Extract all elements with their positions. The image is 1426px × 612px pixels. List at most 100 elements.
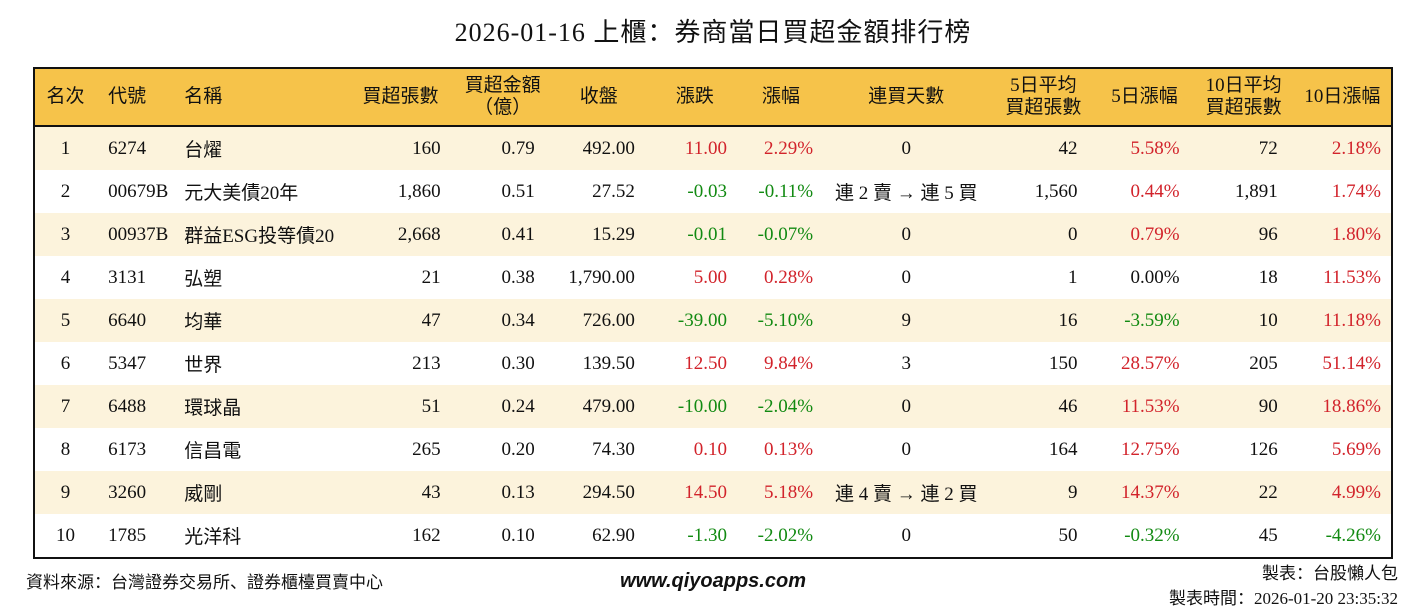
cell-r1-c1: 6274 [96, 126, 177, 170]
cell-r9-c9: 9 [991, 471, 1096, 514]
table-header: 名次 代號 名稱 買超張數 買超金額 （億） 收盤 漲跌 漲幅 連買天數 5日平均 買超張數 5日漲… [34, 68, 1392, 127]
cell-r5-c12: 11.18% [1293, 299, 1392, 342]
cell-r3-c8: 0 [821, 213, 992, 256]
cell-r2-c12: 1.74% [1293, 170, 1392, 213]
generated-time-note: 製表時間：2026-01-20 23:35:32 [1168, 588, 1398, 608]
cell-r7-c7: -2.04% [740, 385, 822, 428]
cell-r6-c1: 5347 [96, 342, 177, 385]
credit-block: 製表：台股懶人包 製表時間：2026-01-20 23:35:32 [1169, 562, 1398, 611]
cell-r8-c6: 0.10 [648, 428, 741, 471]
cell-r4-c11: 18 [1193, 256, 1294, 299]
cell-r1-c12: 2.18% [1293, 126, 1392, 170]
cell-r1-c0: 1 [34, 126, 97, 170]
cell-r9-c6: 14.50 [648, 471, 741, 514]
cell-r9-c5: 294.50 [548, 471, 649, 514]
cell-r6-c7: 9.84% [740, 342, 822, 385]
cell-r4-c5: 1,790.00 [548, 256, 649, 299]
cell-r4-c8: 0 [821, 256, 992, 299]
cell-r10-c7: -2.02% [740, 514, 822, 558]
cell-r9-c3: 43 [344, 471, 457, 514]
table-row-8: 8 6173 信昌電 265 0.20 74.30 0.10 0.13% 0 164 12.75% 1… [34, 428, 1392, 471]
cell-r4-c10: 0.00% [1095, 256, 1194, 299]
cell-r2-c0: 2 [34, 170, 97, 213]
cell-r7-c5: 479.00 [548, 385, 649, 428]
cell-r1-c11: 72 [1193, 126, 1294, 170]
cell-r3-c0: 3 [34, 213, 97, 256]
cell-r2-c8: 連 2 賣 → 連 5 買 [821, 170, 992, 213]
cell-r10-c8: 0 [821, 514, 992, 558]
cell-r3-c11: 96 [1193, 213, 1294, 256]
cell-r5-c0: 5 [34, 299, 97, 342]
cell-r3-c10: 0.79% [1095, 213, 1194, 256]
table-row-7: 7 6488 環球晶 51 0.24 479.00 -10.00 -2.04% 0 46 11.53… [34, 385, 1392, 428]
cell-r6-c4: 0.30 [456, 342, 549, 385]
cell-r6-c0: 6 [34, 342, 97, 385]
cell-r9-c10: 14.37% [1095, 471, 1194, 514]
cell-r8-c2: 信昌電 [176, 428, 345, 471]
cell-r8-c10: 12.75% [1095, 428, 1194, 471]
cell-r2-c10: 0.44% [1095, 170, 1194, 213]
cell-r2-c6: -0.03 [648, 170, 741, 213]
cell-r9-c12: 4.99% [1293, 471, 1392, 514]
cell-r3-c12: 1.80% [1293, 213, 1392, 256]
cell-r3-c1: 00937B [96, 213, 177, 256]
cell-r1-c2: 台燿 [176, 126, 345, 170]
cell-r2-c9: 1,560 [991, 170, 1096, 213]
cell-r2-c7: -0.11% [740, 170, 822, 213]
cell-r9-c2: 威剛 [176, 471, 345, 514]
table-row-10: 10 1785 光洋科 162 0.10 62.90 -1.30 -2.02% 0 50 -0.32… [34, 514, 1392, 558]
cell-r8-c8: 0 [821, 428, 992, 471]
column-header-7: 漲幅 [740, 68, 822, 127]
cell-r7-c10: 11.53% [1095, 385, 1194, 428]
cell-r5-c1: 6640 [96, 299, 177, 342]
table-row-3: 3 00937B 群益ESG投等債20 2,668 0.41 15.29 -0.01 -0.0… [34, 213, 1392, 256]
table-row-4: 4 3131 弘塑 21 0.38 1,790.00 5.00 0.28% 0 1 0.00% 18 1… [34, 256, 1392, 299]
table-row-9: 9 3260 威剛 43 0.13 294.50 14.50 5.18% 連 4 賣 → 連 2… [34, 471, 1392, 514]
footer: 資料來源：台灣證券交易所、證券櫃檯買賣中心 www.qiyoapps.com 製… [0, 564, 1426, 612]
table-row-6: 6 5347 世界 213 0.30 139.50 12.50 9.84% 3 150 28.57%… [34, 342, 1392, 385]
cell-r7-c9: 46 [991, 385, 1096, 428]
cell-r4-c4: 0.38 [456, 256, 549, 299]
cell-r6-c9: 150 [991, 342, 1096, 385]
column-header-8: 連買天數 [821, 68, 992, 127]
cell-r6-c11: 205 [1193, 342, 1294, 385]
cell-r5-c3: 47 [344, 299, 457, 342]
cell-r3-c9: 0 [991, 213, 1096, 256]
table-body: 1 6274 台燿 160 0.79 492.00 11.00 2.29% 0 42 5.58% 72… [34, 126, 1392, 558]
cell-r9-c11: 22 [1193, 471, 1294, 514]
cell-r7-c8: 0 [821, 385, 992, 428]
cell-r4-c2: 弘塑 [176, 256, 345, 299]
data-source-note: 資料來源：台灣證券交易所、證券櫃檯買賣中心 [26, 573, 383, 592]
cell-r5-c9: 16 [991, 299, 1096, 342]
cell-r5-c8: 9 [821, 299, 992, 342]
cell-r4-c1: 3131 [96, 256, 177, 299]
cell-r2-c5: 27.52 [548, 170, 649, 213]
cell-r1-c10: 5.58% [1095, 126, 1194, 170]
cell-r8-c0: 8 [34, 428, 97, 471]
cell-r10-c6: -1.30 [648, 514, 741, 558]
cell-r10-c12: -4.26% [1293, 514, 1392, 558]
cell-r6-c8: 3 [821, 342, 992, 385]
cell-r3-c3: 2,668 [344, 213, 457, 256]
cell-r6-c5: 139.50 [548, 342, 649, 385]
cell-r8-c4: 0.20 [456, 428, 549, 471]
cell-r10-c5: 62.90 [548, 514, 649, 558]
cell-r10-c0: 10 [34, 514, 97, 558]
cell-r1-c9: 42 [991, 126, 1096, 170]
column-header-3: 買超張數 [344, 68, 457, 127]
cell-r8-c9: 164 [991, 428, 1096, 471]
column-header-4: 買超金額 （億） [456, 68, 549, 127]
cell-r3-c2: 群益ESG投等債20 [176, 213, 345, 256]
cell-r10-c4: 0.10 [456, 514, 549, 558]
cell-r4-c7: 0.28% [740, 256, 822, 299]
cell-r2-c2: 元大美債20年 [176, 170, 345, 213]
cell-r4-c6: 5.00 [648, 256, 741, 299]
cell-r1-c8: 0 [821, 126, 992, 170]
cell-r7-c2: 環球晶 [176, 385, 345, 428]
cell-r10-c1: 1785 [96, 514, 177, 558]
cell-r8-c7: 0.13% [740, 428, 822, 471]
column-header-0: 名次 [34, 68, 97, 127]
cell-r5-c7: -5.10% [740, 299, 822, 342]
cell-r7-c0: 7 [34, 385, 97, 428]
cell-r7-c11: 90 [1193, 385, 1294, 428]
